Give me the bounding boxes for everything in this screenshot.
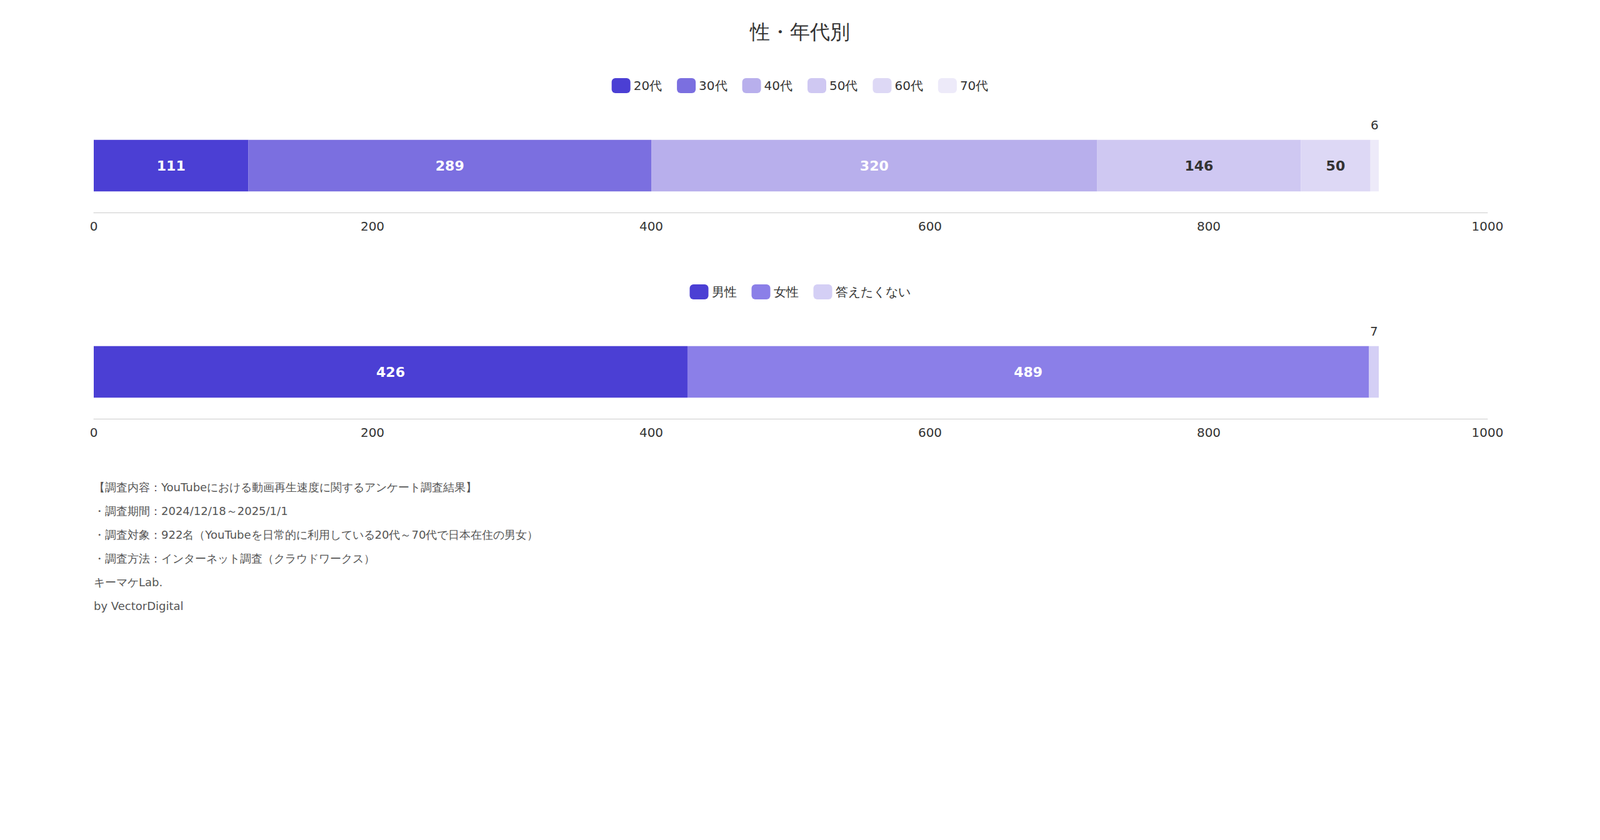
svg-text:800: 800 xyxy=(1196,425,1221,440)
svg-text:6: 6 xyxy=(1370,117,1379,133)
svg-text:400: 400 xyxy=(639,425,664,440)
svg-text:50代: 50代 xyxy=(829,78,858,94)
svg-text:【調査内容：YouTubeにおける動画再生速度に関するアンケ: 【調査内容：YouTubeにおける動画再生速度に関するアンケート調査結果】 xyxy=(93,480,477,494)
svg-text:・調査期間：2024/12/18～2025/1/1: ・調査期間：2024/12/18～2025/1/1 xyxy=(93,504,289,518)
svg-text:0: 0 xyxy=(90,218,99,234)
svg-text:111: 111 xyxy=(156,158,186,174)
svg-text:50: 50 xyxy=(1326,158,1346,174)
svg-text:by VectorDigital: by VectorDigital xyxy=(93,599,184,613)
svg-text:1000: 1000 xyxy=(1471,425,1504,440)
svg-text:7: 7 xyxy=(1370,323,1379,339)
svg-text:600: 600 xyxy=(918,218,942,234)
svg-text:60代: 60代 xyxy=(894,78,923,94)
svg-text:426: 426 xyxy=(376,364,405,380)
svg-text:70代: 70代 xyxy=(960,78,989,94)
svg-text:答えたくない: 答えたくない xyxy=(835,284,911,300)
svg-text:200: 200 xyxy=(360,218,385,234)
svg-text:146: 146 xyxy=(1184,158,1214,174)
svg-text:0: 0 xyxy=(90,425,99,440)
svg-text:・調査対象：922名（YouTubeを日常的に利用している2: ・調査対象：922名（YouTubeを日常的に利用している20代～70代で日本在… xyxy=(93,528,539,542)
svg-text:289: 289 xyxy=(435,158,465,174)
svg-text:600: 600 xyxy=(918,425,942,440)
svg-text:性・年代別: 性・年代別 xyxy=(749,20,850,44)
svg-text:400: 400 xyxy=(639,218,664,234)
svg-text:800: 800 xyxy=(1196,218,1221,234)
svg-text:男性: 男性 xyxy=(711,284,737,300)
svg-text:1000: 1000 xyxy=(1471,218,1504,234)
svg-text:女性: 女性 xyxy=(773,284,799,300)
svg-text:30代: 30代 xyxy=(698,78,727,94)
svg-text:40代: 40代 xyxy=(764,78,793,94)
svg-text:・調査方法：インターネット調査（クラウドワークス）: ・調査方法：インターネット調査（クラウドワークス） xyxy=(93,551,375,565)
svg-text:489: 489 xyxy=(1013,364,1043,380)
svg-text:320: 320 xyxy=(860,158,889,174)
svg-text:キーマケLab.: キーマケLab. xyxy=(93,575,163,589)
svg-text:20代: 20代 xyxy=(633,78,662,94)
svg-text:200: 200 xyxy=(360,425,385,440)
